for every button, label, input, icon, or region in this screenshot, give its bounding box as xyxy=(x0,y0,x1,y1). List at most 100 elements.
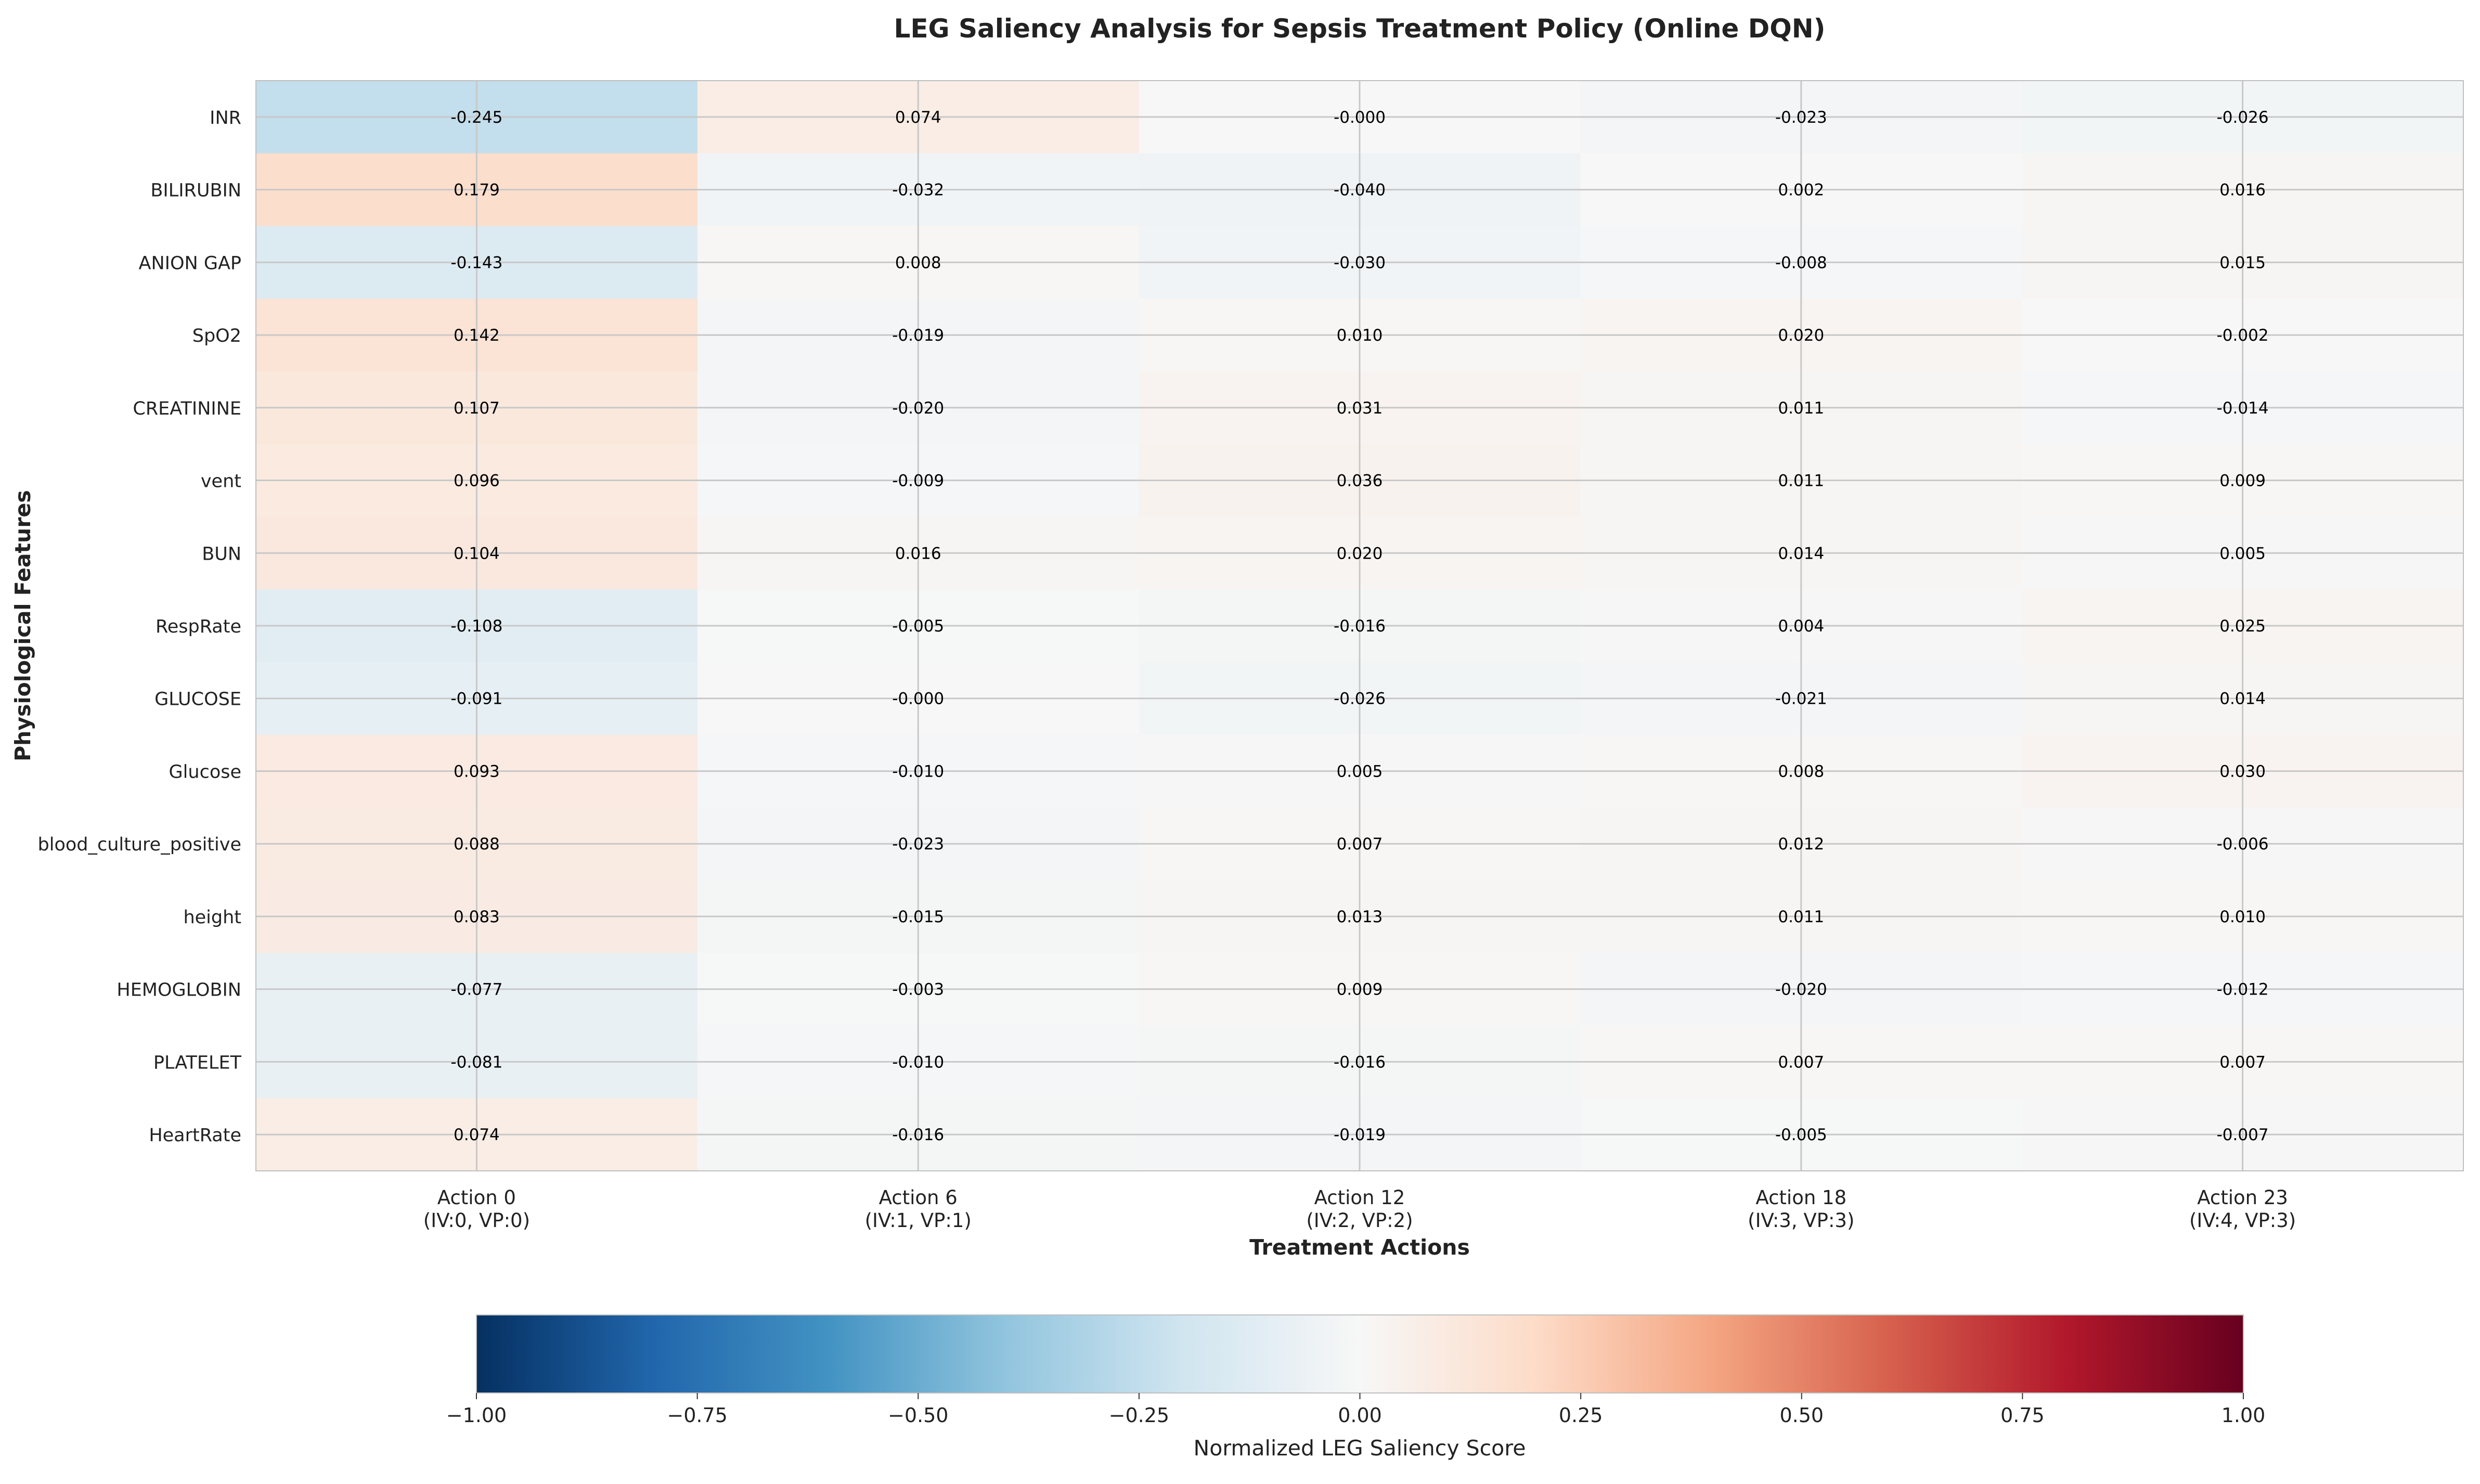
cell-value-label: -0.015 xyxy=(892,908,944,926)
cell-value-label: 0.004 xyxy=(1778,617,1824,636)
cell-value-label: -0.014 xyxy=(2217,399,2269,418)
cell-value-label: 0.011 xyxy=(1778,399,1824,418)
row-label: BILIRUBIN xyxy=(150,180,241,201)
cell-value-label: -0.009 xyxy=(892,472,944,491)
x-axis-label: Treatment Actions xyxy=(1249,1235,1470,1260)
row-label: vent xyxy=(201,471,241,492)
cell-value-label: -0.005 xyxy=(1775,1126,1827,1144)
cell-value-label: -0.019 xyxy=(1334,1126,1386,1144)
cell-value-label: 0.002 xyxy=(1778,181,1824,200)
row-label: GLUCOSE xyxy=(154,689,241,710)
column-label: Action 23 xyxy=(2197,1186,2288,1209)
colorbar-tick-label: −0.75 xyxy=(667,1404,727,1427)
row-label: ANION GAP xyxy=(139,253,241,274)
cell-value-label: 0.020 xyxy=(1778,326,1824,345)
cell-value-label: -0.012 xyxy=(2217,980,2269,999)
column-sublabel: (IV:4, VP:3) xyxy=(2189,1209,2296,1232)
cell-value-label: -0.002 xyxy=(2217,326,2269,345)
cell-value-label: 0.093 xyxy=(454,762,500,781)
colorbar-tick-label: −0.25 xyxy=(1109,1404,1169,1427)
colorbar-tick-label: 0.75 xyxy=(2000,1404,2045,1427)
column-label: Action 12 xyxy=(1314,1186,1405,1209)
cell-value-label: 0.107 xyxy=(454,399,500,418)
column-sublabel: (IV:0, VP:0) xyxy=(423,1209,530,1232)
cell-value-label: -0.000 xyxy=(892,690,944,708)
column-sublabel: (IV:3, VP:3) xyxy=(1748,1209,1854,1232)
row-label: RespRate xyxy=(156,616,241,637)
cell-value-label: 0.096 xyxy=(454,472,500,491)
cell-value-label: 0.007 xyxy=(2219,1053,2266,1072)
colorbar: −1.00 −0.75 −0.50 −0.25 0.00 0.25 0.50 0.75 1.00 xyxy=(446,1314,2266,1427)
colorbar-tick-label: 0.50 xyxy=(1779,1404,1824,1427)
cell-value-label: 0.010 xyxy=(2219,908,2266,926)
chart-title: LEG Saliency Analysis for Sepsis Treatme… xyxy=(894,14,1826,44)
cell-value-label: -0.016 xyxy=(1334,1053,1386,1072)
cell-value-label: -0.077 xyxy=(450,980,502,999)
cell-value-label: -0.003 xyxy=(892,980,944,999)
cell-value-label: 0.020 xyxy=(1337,544,1383,563)
cell-value-label: 0.030 xyxy=(2219,762,2266,781)
row-label: Glucose xyxy=(169,762,241,782)
row-label: BUN xyxy=(202,544,241,564)
cell-value-label: -0.023 xyxy=(1775,108,1827,127)
row-label: SpO2 xyxy=(192,326,241,346)
y-axis-label: Physiological Features xyxy=(10,490,35,762)
colorbar-tick-label: −1.00 xyxy=(446,1404,507,1427)
row-labels: INR BILIRUBIN ANION GAP SpO2 CREATININE vent B… xyxy=(38,108,242,1146)
cell-value-label: -0.091 xyxy=(450,690,502,708)
cell-value-label: -0.020 xyxy=(1775,980,1827,999)
column-labels: Action 0(IV:0, VP:0) Action 6(IV:1, VP:1)… xyxy=(423,1186,2296,1232)
colorbar-tick-label: −0.50 xyxy=(888,1404,948,1427)
row-label: PLATELET xyxy=(153,1052,242,1073)
cell-value-label: 0.011 xyxy=(1778,908,1824,926)
cell-value-labels: -0.245 0.074 -0.000 -0.023 -0.026 0.179 -0.032… xyxy=(450,108,2268,1144)
colorbar-label: Normalized LEG Saliency Score xyxy=(1194,1436,1526,1461)
cell-value-label: -0.026 xyxy=(1334,690,1386,708)
cell-value-label: 0.008 xyxy=(1778,762,1824,781)
cell-value-label: 0.013 xyxy=(1337,908,1383,926)
cell-value-label: -0.020 xyxy=(892,399,944,418)
cell-value-label: -0.023 xyxy=(892,835,944,854)
colorbar-tick-label: 0.25 xyxy=(1559,1404,1603,1427)
cell-value-label: -0.143 xyxy=(450,253,502,272)
cell-value-label: -0.081 xyxy=(450,1053,502,1072)
row-label: HeartRate xyxy=(149,1125,241,1146)
row-label: HEMOGLOBIN xyxy=(117,980,241,1001)
cell-value-label: -0.010 xyxy=(892,1053,944,1072)
cell-value-label: 0.007 xyxy=(1778,1053,1824,1072)
cell-value-label: -0.040 xyxy=(1334,181,1386,200)
cell-value-label: 0.074 xyxy=(454,1126,500,1144)
cell-value-label: -0.026 xyxy=(2217,108,2269,127)
cell-value-label: 0.011 xyxy=(1778,472,1824,491)
heatmap-grid xyxy=(255,80,2464,1171)
cell-value-label: 0.104 xyxy=(454,544,500,563)
cell-value-label: 0.009 xyxy=(2219,472,2266,491)
cell-value-label: -0.108 xyxy=(450,617,502,636)
cell-value-label: -0.006 xyxy=(2217,835,2269,854)
cell-value-label: -0.008 xyxy=(1775,253,1827,272)
cell-value-label: 0.083 xyxy=(454,908,500,926)
column-label: Action 18 xyxy=(1755,1186,1846,1209)
colorbar-tick-label: 0.00 xyxy=(1338,1404,1382,1427)
row-label: CREATININE xyxy=(133,398,241,419)
cell-value-label: 0.005 xyxy=(1337,762,1383,781)
cell-value-label: 0.015 xyxy=(2219,253,2266,272)
cell-value-label: -0.007 xyxy=(2217,1126,2269,1144)
cell-value-label: -0.016 xyxy=(1334,617,1386,636)
cell-value-label: 0.010 xyxy=(1337,326,1383,345)
cell-value-label: 0.008 xyxy=(895,253,941,272)
cell-value-label: 0.142 xyxy=(454,326,500,345)
row-label: INR xyxy=(210,108,241,128)
colorbar-tick-label: 1.00 xyxy=(2221,1404,2266,1427)
column-label: Action 6 xyxy=(879,1186,958,1209)
row-label: height xyxy=(183,907,241,928)
cell-value-label: 0.025 xyxy=(2219,617,2266,636)
cell-value-label: -0.005 xyxy=(892,617,944,636)
cell-value-label: -0.245 xyxy=(450,108,502,127)
cell-value-label: 0.074 xyxy=(895,108,941,127)
cell-value-label: -0.021 xyxy=(1775,690,1827,708)
cell-value-label: -0.019 xyxy=(892,326,944,345)
cell-value-label: -0.010 xyxy=(892,762,944,781)
cell-value-label: 0.005 xyxy=(2219,544,2266,563)
